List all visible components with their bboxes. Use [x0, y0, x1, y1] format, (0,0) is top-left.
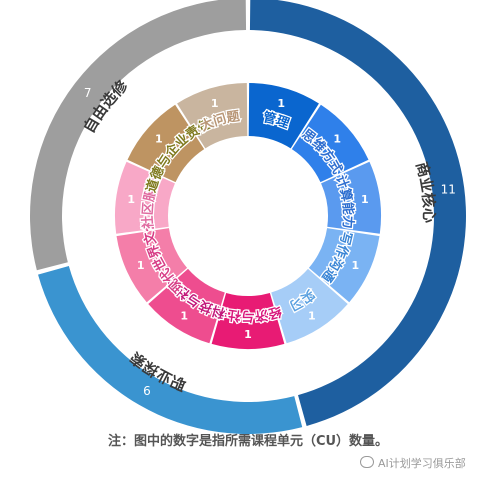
- outer-slice-1: [38, 266, 303, 434]
- inner-slice-3: [308, 228, 380, 303]
- watermark: AI计划学习俱乐部: [360, 455, 466, 471]
- inner-value-10: 1: [211, 97, 219, 110]
- outer-value-2: 7: [84, 86, 92, 100]
- inner-value-7: 1: [137, 259, 145, 272]
- outer-slice-0: [249, 0, 466, 426]
- inner-label-5: 经济与社会: [212, 303, 283, 324]
- inner-value-4: 1: [308, 309, 316, 322]
- outer-slice-2: [30, 0, 247, 271]
- inner-value-8: 1: [127, 193, 135, 206]
- outer-value-0: 11: [441, 183, 456, 197]
- footnote: 注：图中的数字是指所需课程单元（CU）数量。: [107, 434, 389, 449]
- watermark-text: AI计划学习俱乐部: [378, 457, 466, 470]
- inner-value-9: 1: [155, 133, 163, 146]
- inner-slice-6: [148, 268, 225, 344]
- inner-value-1: 1: [333, 133, 341, 146]
- wechat-icon: [360, 456, 374, 468]
- inner-value-2: 1: [361, 193, 369, 206]
- inner-slice-4: [271, 268, 348, 344]
- inner-value-0: 1: [277, 97, 285, 110]
- inner-slice-1: [291, 104, 369, 183]
- outer-value-1: 6: [143, 384, 151, 398]
- inner-slice-7: [116, 228, 188, 303]
- inner-slice-2: [321, 161, 381, 234]
- inner-slice-9: [127, 104, 205, 183]
- inner-value-6: 1: [180, 309, 188, 322]
- inner-value-3: 1: [352, 259, 360, 272]
- inner-slice-8: [115, 161, 175, 234]
- inner-slice-5: [211, 292, 285, 350]
- inner-value-5: 1: [244, 328, 252, 341]
- inner-slice-0: [248, 83, 319, 149]
- inner-slice-10: [177, 83, 248, 149]
